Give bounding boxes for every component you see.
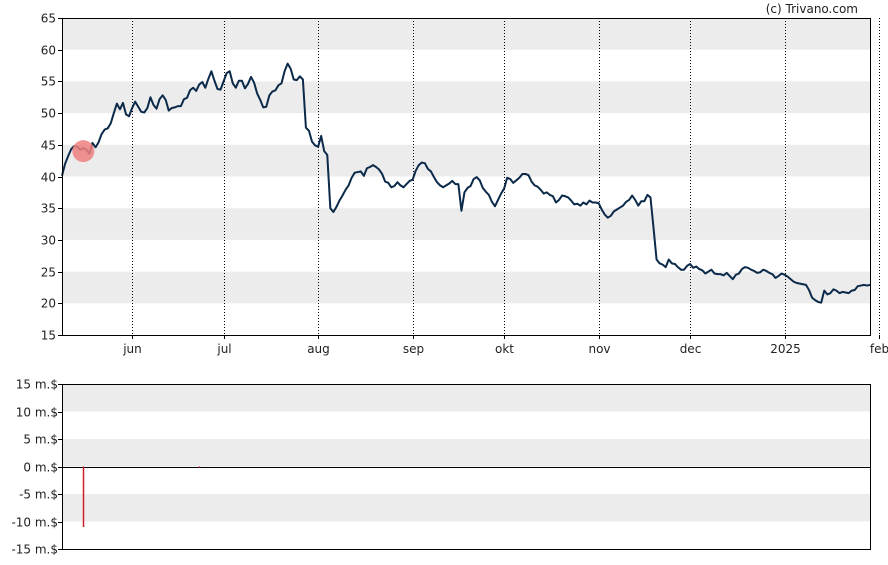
y-tick-label: -15 m.$ — [11, 543, 58, 557]
y-tick-label: 35 — [41, 202, 56, 216]
flow-bars — [82, 466, 201, 527]
flow-chart-frame — [62, 384, 871, 550]
price-chart-frame — [62, 18, 871, 336]
y-tick-label: 65 — [41, 12, 56, 26]
x-tick-label: nov — [588, 342, 610, 356]
x-tick-label: okt — [495, 342, 514, 356]
band — [62, 384, 870, 412]
y-tick-label: 15 — [41, 329, 56, 343]
flow-y-axis-ticks: 15 m.$ 10 m.$ 5 m.$ 0 m.$ -5 m.$ -10 m.$ -15 m… — [11, 378, 62, 557]
month-x-axis-ticks: junjulaugsepoktnovdec2025febmrtapr — [122, 335, 888, 356]
y-tick-label: 20 — [41, 297, 56, 311]
band — [62, 271, 870, 304]
y-tick-label: 0 m.$ — [23, 461, 58, 475]
y-tick-label: 15 m.$ — [16, 378, 58, 392]
price-series-line — [61, 62, 871, 304]
y-tick-label: 55 — [41, 75, 56, 89]
x-tick-label: jul — [216, 342, 231, 356]
y-tick-label: 25 — [41, 266, 56, 280]
y-tick-label: 45 — [41, 139, 56, 153]
band — [62, 18, 870, 50]
y-tick-label: 60 — [41, 44, 56, 58]
y-tick-label: 40 — [41, 171, 56, 185]
y-tick-label: -5 m.$ — [19, 488, 58, 502]
x-tick-label: sep — [403, 342, 424, 356]
price-chart-background-bands — [62, 18, 870, 304]
y-tick-label: 50 — [41, 107, 56, 121]
y-tick-label: 30 — [41, 234, 56, 248]
y-tick-label: -10 m.$ — [11, 516, 58, 530]
x-tick-label: dec — [680, 342, 702, 356]
price-chart-month-gridlines — [132, 18, 880, 335]
x-tick-label: jun — [122, 342, 142, 356]
price-y-axis-ticks: 15 20 25 30 35 40 45 50 55 60 65 — [41, 12, 62, 343]
x-tick-label: 2025 — [770, 342, 801, 356]
x-tick-label: aug — [307, 342, 330, 356]
band — [62, 494, 870, 522]
band — [62, 208, 870, 240]
flow-chart-background-bands — [62, 384, 870, 522]
x-tick-label: feb — [870, 342, 888, 356]
y-tick-label: 10 m.$ — [16, 406, 58, 420]
band — [62, 439, 870, 467]
band — [62, 144, 870, 177]
credit-label: (c) Trivano.com — [766, 2, 858, 16]
band — [62, 81, 870, 114]
event-marker — [72, 140, 95, 163]
y-tick-label: 5 m.$ — [23, 433, 58, 447]
